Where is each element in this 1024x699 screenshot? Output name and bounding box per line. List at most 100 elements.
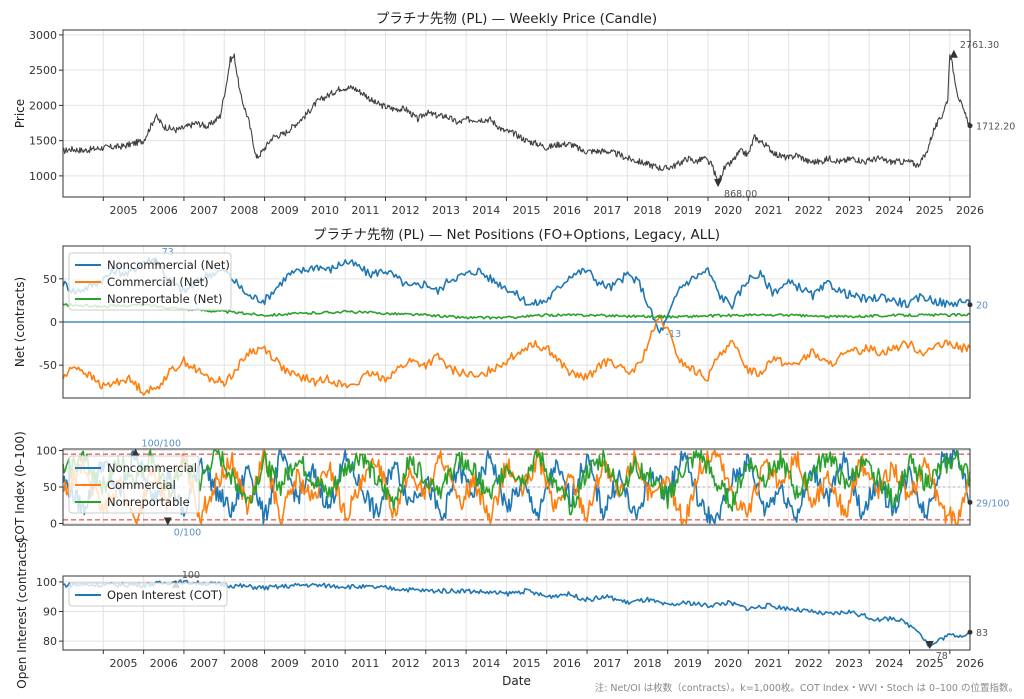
y-tick-label: 0 xyxy=(50,316,57,329)
x-tick-label: 2008 xyxy=(230,657,258,670)
x-tick-label: 2018 xyxy=(634,657,662,670)
annotation-label: -13 xyxy=(666,329,682,340)
plot-frame xyxy=(62,448,971,526)
y-tick-label: 2500 xyxy=(29,64,57,77)
annotation-label: 83 xyxy=(976,628,988,639)
x-tick-label: 2017 xyxy=(593,657,621,670)
x-tick-label: 2026 xyxy=(956,204,984,217)
x-tick-label: 2020 xyxy=(714,657,742,670)
x-tick-label: 2013 xyxy=(432,204,460,217)
plot-frame xyxy=(62,29,971,198)
x-tick-label: 2025 xyxy=(916,657,944,670)
series-line-noncommercial xyxy=(62,449,971,525)
y-tick-label: 1000 xyxy=(29,170,57,183)
series-line-price xyxy=(62,53,971,186)
y-tick-label: 50 xyxy=(43,273,57,286)
x-tick-label: 2005 xyxy=(109,657,137,670)
legend-entry: Noncommercial (Net) xyxy=(107,258,230,272)
x-tick-label: 2014 xyxy=(472,204,500,217)
series-line-open-interest-cot- xyxy=(62,579,971,649)
y-axis-label: Open Interest (contracts) xyxy=(15,537,29,688)
x-tick-label: 2007 xyxy=(190,204,218,217)
legend-entry: Commercial (Net) xyxy=(107,275,209,289)
legend-entry: Noncommercial xyxy=(107,461,197,475)
x-tick-label: 2016 xyxy=(553,204,581,217)
y-tick-label: 1500 xyxy=(29,135,57,148)
x-tick-label: 2010 xyxy=(311,657,339,670)
legend-entry: Nonreportable xyxy=(107,495,190,509)
x-tick-label: 2026 xyxy=(956,657,984,670)
x-tick-label: 2024 xyxy=(875,657,903,670)
annotation-label: 1712.20 xyxy=(976,122,1015,133)
x-tick-label: 2021 xyxy=(754,657,782,670)
x-tick-label: 2023 xyxy=(835,204,863,217)
y-tick-label: 3000 xyxy=(29,29,57,42)
x-tick-label: 2023 xyxy=(835,657,863,670)
x-tick-label: 2015 xyxy=(513,657,541,670)
y-tick-label: 2000 xyxy=(29,99,57,112)
marker-min xyxy=(163,517,172,526)
x-tick-label: 2019 xyxy=(674,204,702,217)
x-tick-label: 2024 xyxy=(875,204,903,217)
x-tick-label: 2006 xyxy=(150,204,178,217)
marker-max xyxy=(131,448,140,457)
chart-title: プラチナ先物 (PL) — Weekly Price (Candle) xyxy=(376,11,657,27)
annotation-label: 20 xyxy=(976,301,988,312)
legend xyxy=(68,455,200,514)
plot-frame xyxy=(62,245,971,399)
legend-entry: Open Interest (COT) xyxy=(107,588,222,602)
chart-title: プラチナ先物 (PL) — Net Positions (FO+Options,… xyxy=(313,227,720,243)
x-tick-label: 2011 xyxy=(351,204,379,217)
legend xyxy=(68,582,228,607)
x-tick-label: 2009 xyxy=(271,204,299,217)
x-tick-label: 2025 xyxy=(916,204,944,217)
annotation-label: 100 xyxy=(182,570,200,581)
x-tick-label: 2017 xyxy=(593,204,621,217)
x-tick-label: 2012 xyxy=(392,657,420,670)
x-tick-label: 2007 xyxy=(190,657,218,670)
plot-frame xyxy=(62,575,971,651)
x-tick-label: 2009 xyxy=(271,657,299,670)
legend xyxy=(68,252,232,311)
x-tick-label: 2022 xyxy=(795,657,823,670)
series-line-commercial xyxy=(62,449,971,525)
annotation-label: 73 xyxy=(162,247,174,258)
x-tick-label: 2018 xyxy=(634,204,662,217)
x-tick-label: 2021 xyxy=(754,204,782,217)
y-tick-label: -50 xyxy=(39,359,57,372)
legend-entry: Commercial xyxy=(107,478,176,492)
x-tick-label: 2014 xyxy=(472,657,500,670)
panel-4: 80 90 100 100 83 78 2005 2006 2007 2008 2009 2010 20… xyxy=(15,537,988,688)
x-tick-label: 2010 xyxy=(311,204,339,217)
footnote: 注: Net/OI は枚数（contracts）。k=1,000枚。COT In… xyxy=(595,682,1018,694)
x-tick-label: 2011 xyxy=(351,657,379,670)
y-tick-label: 100 xyxy=(36,576,57,589)
panel-1: 1000 1500 2000 2500 3000 2761.30 1712.20 868.00… xyxy=(13,11,1015,217)
y-tick-label: 80 xyxy=(43,635,57,648)
annotation-label: 78 xyxy=(936,651,948,662)
marker-max xyxy=(949,49,958,58)
x-tick-label: 2006 xyxy=(150,657,178,670)
marker-min xyxy=(714,179,723,188)
panel-3: 0 50 100 100/100 0/100 29/100 COT Index (0–100… xyxy=(13,431,1009,543)
annotation-label: 868.00 xyxy=(724,189,757,200)
annotation-label: 29/100 xyxy=(976,498,1009,509)
x-tick-label: 2016 xyxy=(553,657,581,670)
annotation-label: 0/100 xyxy=(174,528,201,539)
annotation-label: 2761.30 xyxy=(960,40,999,51)
x-tick-label: 2008 xyxy=(230,204,258,217)
x-tick-label: 2019 xyxy=(674,657,702,670)
x-tick-label: 2005 xyxy=(109,204,137,217)
x-tick-label: 2022 xyxy=(795,204,823,217)
x-axis-label: Date xyxy=(502,674,531,688)
y-axis-label: Price xyxy=(13,99,27,128)
series-line-commercial-net- xyxy=(62,314,971,396)
annotation-label: 100/100 xyxy=(142,438,181,449)
x-tick-label: 2015 xyxy=(513,204,541,217)
series-line-nonreportable xyxy=(62,449,971,516)
y-tick-label: 90 xyxy=(43,606,57,619)
x-tick-label: 2020 xyxy=(714,204,742,217)
legend-entry: Nonreportable (Net) xyxy=(107,292,222,306)
panel-2: -50 0 50 73 20 -13 プラチナ先物 (PL) — Net Positions… xyxy=(13,227,988,399)
